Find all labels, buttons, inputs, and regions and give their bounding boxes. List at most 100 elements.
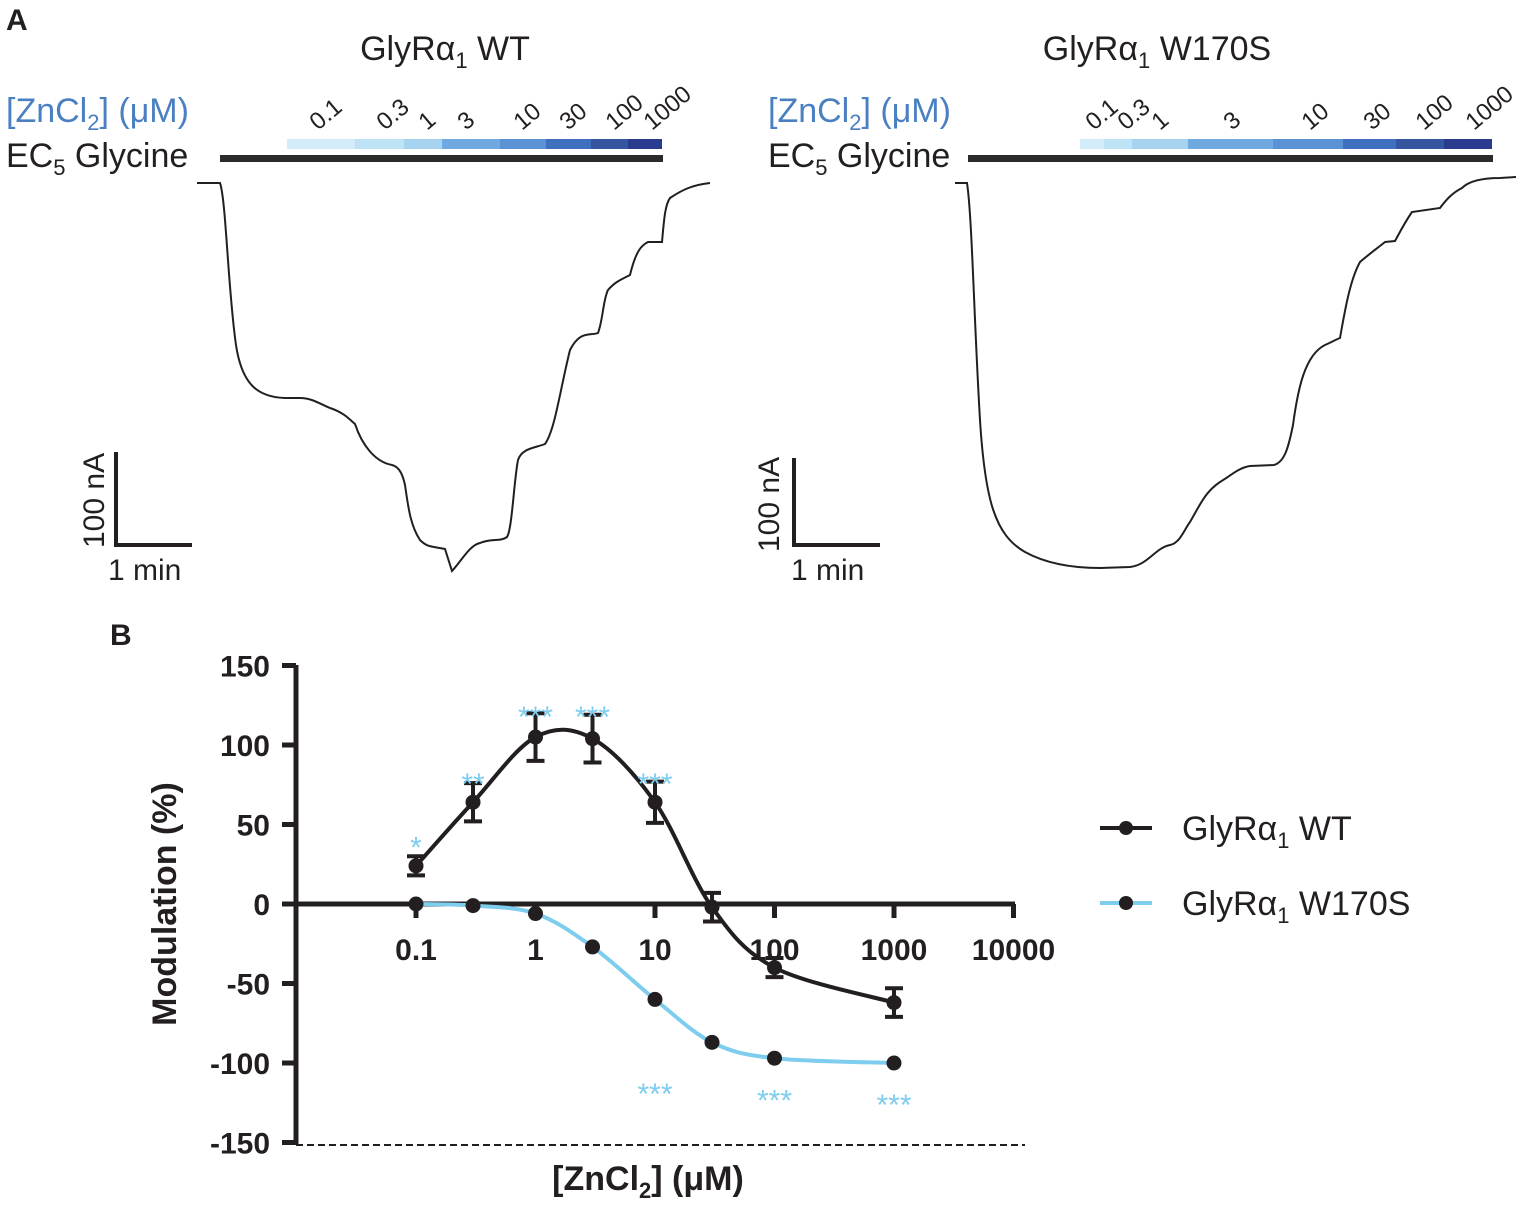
w170s-data-point — [585, 939, 601, 955]
mut-scale-x-label: 1 min — [791, 554, 864, 587]
mut-conc-bar-100 — [1396, 139, 1444, 149]
mut-concentration-bars — [1080, 139, 1492, 149]
y-axis-ticks: 150 100 50 0 -50 -100 -150 — [210, 651, 296, 1161]
mut-scale-y-label: 100 nA — [753, 457, 786, 552]
mut-conc-bar-3 — [1188, 139, 1273, 149]
legend-marker-wt — [1119, 821, 1133, 835]
wt-conc-bar-3 — [442, 139, 500, 149]
significance-star: *** — [757, 1084, 792, 1117]
panel-b-label: B — [110, 619, 132, 652]
mut-conc-label-3: 3 — [1219, 106, 1247, 135]
mut-glycine-label: EC5 Glycine — [768, 137, 950, 180]
wt-conc-label-0.1: 0.1 — [305, 93, 348, 135]
wt-conc-label-1: 1 — [414, 106, 442, 135]
y-tick-label: 100 — [220, 730, 270, 763]
w170s-data-point — [704, 1034, 720, 1050]
mut-title: GlyRα1 W170S — [1043, 30, 1271, 73]
wt-conc-bar-10 — [500, 139, 546, 149]
y-tick-label: -150 — [210, 1128, 270, 1161]
mut-zn-label: [ZnCl2] (μM) — [768, 92, 951, 135]
significance-star: * — [410, 832, 422, 865]
y-tick-label: 50 — [237, 810, 270, 843]
wt-data-point — [704, 899, 720, 915]
wt-conc-bar-0.3 — [355, 139, 404, 149]
wt-data-point — [886, 995, 902, 1011]
wt-data-point — [465, 794, 481, 810]
panel-a-label: A — [6, 4, 28, 37]
wt-scale-y-label: 100 nA — [78, 453, 111, 548]
wt-zn-label: [ZnCl2] (μM) — [6, 92, 189, 135]
significance-star: ** — [461, 768, 485, 801]
chart-legend: GlyRα1 WT GlyRα1 W170S — [1100, 810, 1410, 928]
x-tick-label: 1 — [527, 934, 544, 967]
x-tick-label: 10000 — [972, 934, 1055, 967]
wt-conc-bar-1000 — [628, 139, 662, 149]
mut-conc-bar-30 — [1343, 139, 1396, 149]
mut-glycine-bar — [968, 155, 1493, 162]
x-tick-label: 0.1 — [395, 934, 437, 967]
w170s-data-point — [886, 1055, 902, 1071]
wt-scale-bar: 100 nA 1 min — [78, 452, 192, 587]
mut-conc-bar-10 — [1273, 139, 1343, 149]
mut-conc-bar-1000 — [1444, 139, 1492, 149]
wt-error-bars — [407, 711, 903, 1019]
significance-star: *** — [575, 701, 610, 734]
mut-conc-label-1: 1 — [1147, 106, 1175, 135]
wt-scale-x-label: 1 min — [108, 554, 181, 587]
wt-conc-label-10: 10 — [509, 98, 547, 136]
mut-current-trace — [955, 176, 1517, 570]
y-tick-label: -50 — [227, 969, 270, 1002]
y-tick-label: 150 — [220, 651, 270, 684]
w170s-data-point — [647, 991, 663, 1007]
wt-conc-label-3: 3 — [453, 106, 481, 135]
wt-current-trace — [197, 182, 711, 573]
mut-scale-bar-lines — [792, 458, 880, 547]
x-tick-label: 1000 — [861, 934, 928, 967]
mut-conc-bar-0.1 — [1080, 139, 1104, 149]
wt-scale-bar-lines — [114, 452, 192, 547]
wt-recording: GlyRα1 WT [ZnCl2] (μM) EC5 Glycine 0.1 0.… — [6, 30, 711, 587]
wt-data-point — [528, 729, 543, 745]
x-axis-label: [ZnCl2] (μM) — [552, 1160, 744, 1203]
significance-star: *** — [518, 701, 553, 734]
mutant-recording: GlyRα1 W170S [ZnCl2] (μM) EC5 Glycine 0.… — [753, 30, 1518, 587]
wt-glycine-label: EC5 Glycine — [6, 137, 188, 180]
wt-conc-label-0.3: 0.3 — [372, 93, 415, 135]
legend-label-w170s: GlyRα1 W170S — [1182, 885, 1410, 928]
wt-data-point — [767, 960, 782, 976]
mut-concentration-labels: 0.10.31 3 10 30 100 1000 — [1081, 81, 1518, 136]
y-tick-label: 0 — [253, 889, 270, 922]
mut-scale-bar: 100 nA 1 min — [753, 457, 880, 587]
w170s-data-points — [408, 896, 902, 1071]
wt-title: GlyRα1 WT — [360, 30, 530, 73]
wt-conc-bar-0.1 — [287, 139, 355, 149]
wt-conc-label-1000: 1000 — [639, 81, 697, 136]
wt-data-points — [408, 729, 902, 1011]
mut-conc-bar-0.3 — [1104, 139, 1132, 149]
legend-item-wt: GlyRα1 WT — [1100, 810, 1352, 853]
mut-conc-label-30: 30 — [1359, 98, 1397, 136]
wt-conc-label-30: 30 — [555, 98, 593, 136]
legend-marker-w170s — [1119, 896, 1133, 910]
wt-conc-bar-1 — [404, 139, 442, 149]
significance-markers: ****** ********* *** *** — [410, 701, 912, 1122]
x-axis-ticks: 0.1 1 10 100 1000 10000 — [395, 904, 1055, 967]
mut-conc-label-100: 100 — [1411, 89, 1459, 135]
significance-star: *** — [637, 768, 672, 801]
legend-item-w170s: GlyRα1 W170S — [1100, 885, 1410, 928]
wt-conc-bar-100 — [591, 139, 628, 149]
wt-data-point — [585, 731, 601, 747]
w170s-data-point — [408, 896, 424, 912]
wt-data-point — [647, 794, 663, 810]
significance-star: *** — [637, 1078, 672, 1111]
y-tick-label: -100 — [210, 1048, 270, 1081]
wt-data-point — [408, 858, 424, 874]
y-axis-label: Modulation (%) — [146, 782, 184, 1026]
x-tick-label: 10 — [638, 934, 671, 967]
wt-conc-bar-30 — [546, 139, 591, 149]
legend-label-wt: GlyRα1 WT — [1182, 810, 1352, 853]
wt-concentration-bars — [287, 139, 662, 149]
